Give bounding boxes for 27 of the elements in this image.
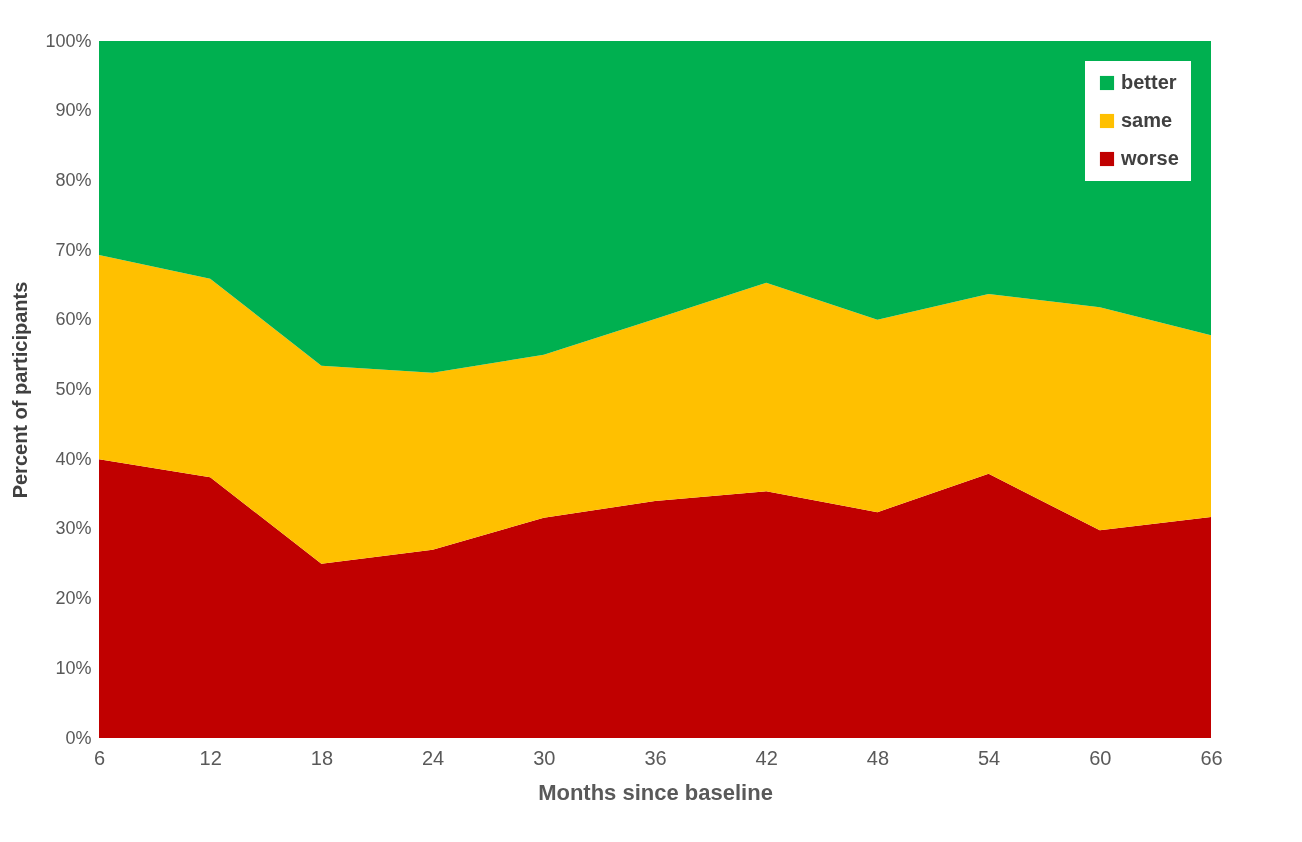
legend-label: worse bbox=[1120, 147, 1179, 169]
legend-label: same bbox=[1121, 109, 1173, 131]
y-axis-title: Percent of participants bbox=[9, 281, 32, 499]
y-tick-label: 100% bbox=[45, 30, 92, 51]
y-tick-label: 90% bbox=[55, 100, 92, 121]
x-tick-label: 54 bbox=[977, 746, 1001, 769]
y-tick-label: 10% bbox=[55, 657, 92, 678]
x-axis-title: Months since baseline bbox=[538, 779, 773, 805]
x-tick-label: 18 bbox=[310, 746, 334, 769]
y-tick-label: 30% bbox=[55, 518, 92, 539]
x-tick-label: 48 bbox=[866, 746, 890, 769]
x-tick-label: 42 bbox=[755, 746, 778, 769]
y-tick-label: 50% bbox=[55, 379, 92, 399]
y-tick-label: 0% bbox=[65, 727, 92, 748]
x-tick-label: 12 bbox=[199, 746, 222, 769]
x-tick-label: 6 bbox=[93, 746, 106, 769]
y-tick-label: 40% bbox=[55, 448, 92, 469]
legend-label: better bbox=[1121, 71, 1177, 93]
x-tick-label: 66 bbox=[1200, 746, 1223, 769]
y-tick-label: 60% bbox=[55, 309, 92, 330]
y-tick-label: 20% bbox=[55, 588, 92, 609]
x-tick-label: 30 bbox=[533, 746, 556, 769]
x-tick-label: 36 bbox=[644, 746, 667, 769]
x-tick-label: 60 bbox=[1089, 746, 1112, 769]
y-tick-label: 80% bbox=[55, 169, 92, 190]
x-tick-label: 24 bbox=[421, 746, 445, 769]
y-tick-label: 70% bbox=[55, 239, 92, 260]
